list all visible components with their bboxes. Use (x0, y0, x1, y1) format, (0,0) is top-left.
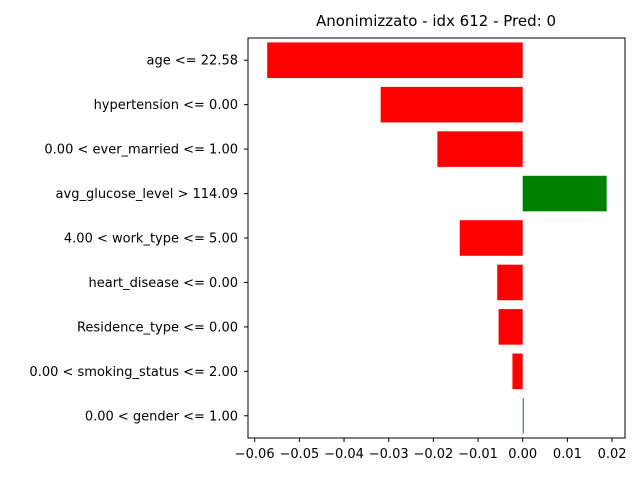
x-tick-label: 0.02 (598, 447, 627, 462)
x-tick-label: −0.02 (413, 447, 453, 462)
y-tick-label: avg_glucose_level > 114.09 (56, 187, 238, 202)
y-tick-label: 4.00 < work_type <= 5.00 (64, 232, 238, 247)
bar-6 (498, 309, 523, 345)
chart-title: Anonimizzato - idx 612 - Pred: 0 (316, 12, 556, 30)
bar-7 (512, 353, 523, 390)
x-tick-label: −0.06 (235, 447, 275, 462)
bar-1 (380, 86, 523, 123)
y-tick-label: age <= 22.58 (147, 54, 238, 69)
bar-2 (437, 131, 523, 167)
bars-layer (267, 42, 607, 434)
bar-8 (522, 398, 524, 434)
x-tick-label: 0.01 (553, 447, 582, 462)
x-tick-label: −0.05 (279, 447, 319, 462)
x-axis: −0.06 −0.05 −0.04 −0.03 −0.02 −0.01 0.00 0.01 0.… (235, 438, 627, 462)
plot-frame (247, 37, 626, 439)
y-tick-label: 0.00 < ever_married <= 1.00 (44, 143, 238, 158)
y-tick-label: hypertension <= 0.00 (94, 98, 238, 113)
bar-0 (267, 42, 523, 78)
y-tick-label: 0.00 < gender <= 1.00 (85, 409, 238, 424)
x-tick-label: −0.04 (324, 447, 364, 462)
y-tick-labels: age <= 22.58 hypertension <= 0.00 0.00 < e… (29, 54, 248, 424)
x-tick-label: −0.01 (458, 447, 498, 462)
bar-5 (497, 264, 523, 301)
y-tick-label: 0.00 < smoking_status <= 2.00 (29, 365, 238, 380)
x-tick-label: 0.00 (508, 447, 537, 462)
x-tick-label: −0.03 (369, 447, 409, 462)
y-tick-label: Residence_type <= 0.00 (77, 320, 238, 335)
y-tick-label: heart_disease <= 0.00 (88, 276, 238, 291)
bar-4 (459, 220, 523, 256)
bar-3 (522, 175, 607, 212)
